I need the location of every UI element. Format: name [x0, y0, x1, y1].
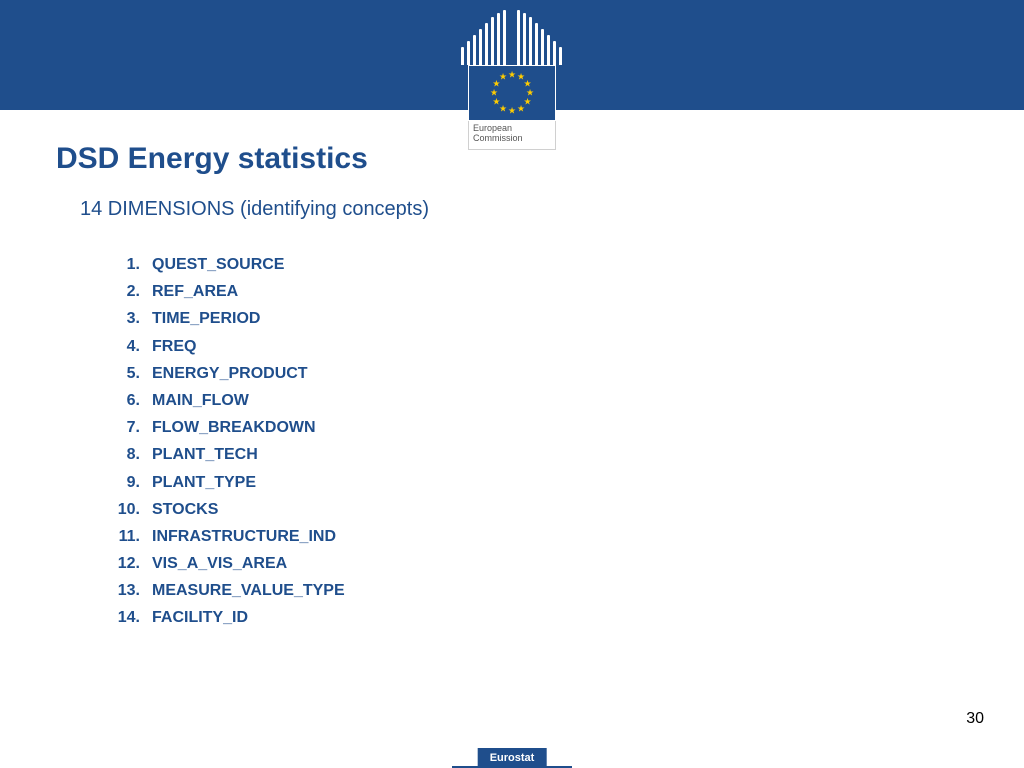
list-item-number: 9. [110, 469, 152, 496]
list-item-number: 13. [110, 577, 152, 604]
list-item-number: 12. [110, 550, 152, 577]
list-item-label: MAIN_FLOW [152, 387, 968, 414]
list-item: 6.MAIN_FLOW [110, 387, 968, 414]
list-item-label: MEASURE_VALUE_TYPE [152, 577, 968, 604]
list-item-label: FACILITY_ID [152, 604, 968, 631]
list-item: 11.INFRASTRUCTURE_IND [110, 523, 968, 550]
list-item-number: 5. [110, 360, 152, 387]
eu-flag-icon: ★★★★★★★★★★★★ [468, 65, 556, 121]
subtitle: 14 DIMENSIONS (identifying concepts) [80, 198, 968, 221]
list-item-number: 4. [110, 333, 152, 360]
list-item-number: 8. [110, 441, 152, 468]
list-item-number: 6. [110, 387, 152, 414]
list-item-label: FLOW_BREAKDOWN [152, 414, 968, 441]
list-item: 5.ENERGY_PRODUCT [110, 360, 968, 387]
dimensions-list: 1.QUEST_SOURCE2.REF_AREA3.TIME_PERIOD4.F… [110, 251, 968, 632]
list-item-number: 1. [110, 251, 152, 278]
list-item: 13.MEASURE_VALUE_TYPE [110, 577, 968, 604]
ec-logo-label: European Commission [468, 121, 556, 150]
slide-content: DSD Energy statistics 14 DIMENSIONS (ide… [0, 110, 1024, 632]
ec-logo: ★★★★★★★★★★★★ European Commission [457, 10, 567, 150]
list-item-label: STOCKS [152, 496, 968, 523]
list-item-label: REF_AREA [152, 278, 968, 305]
page-number: 30 [966, 710, 984, 728]
list-item: 9.PLANT_TYPE [110, 469, 968, 496]
footer-badge: Eurostat [478, 748, 547, 768]
list-item: 2.REF_AREA [110, 278, 968, 305]
list-item-number: 10. [110, 496, 152, 523]
list-item-label: QUEST_SOURCE [152, 251, 968, 278]
list-item: 3.TIME_PERIOD [110, 305, 968, 332]
list-item-number: 14. [110, 604, 152, 631]
list-item-number: 7. [110, 414, 152, 441]
list-item: 7.FLOW_BREAKDOWN [110, 414, 968, 441]
list-item-label: TIME_PERIOD [152, 305, 968, 332]
list-item: 14.FACILITY_ID [110, 604, 968, 631]
list-item: 10.STOCKS [110, 496, 968, 523]
list-item-label: INFRASTRUCTURE_IND [152, 523, 968, 550]
list-item-number: 3. [110, 305, 152, 332]
list-item-label: FREQ [152, 333, 968, 360]
list-item-label: PLANT_TYPE [152, 469, 968, 496]
list-item: 4.FREQ [110, 333, 968, 360]
list-item-number: 2. [110, 278, 152, 305]
list-item: 1.QUEST_SOURCE [110, 251, 968, 278]
list-item-label: PLANT_TECH [152, 441, 968, 468]
list-item-label: ENERGY_PRODUCT [152, 360, 968, 387]
list-item: 8.PLANT_TECH [110, 441, 968, 468]
list-item-number: 11. [110, 523, 152, 550]
list-item-label: VIS_A_VIS_AREA [152, 550, 968, 577]
list-item: 12.VIS_A_VIS_AREA [110, 550, 968, 577]
logo-text-line2: Commission [473, 134, 551, 144]
ec-logo-building-icon [457, 10, 567, 65]
